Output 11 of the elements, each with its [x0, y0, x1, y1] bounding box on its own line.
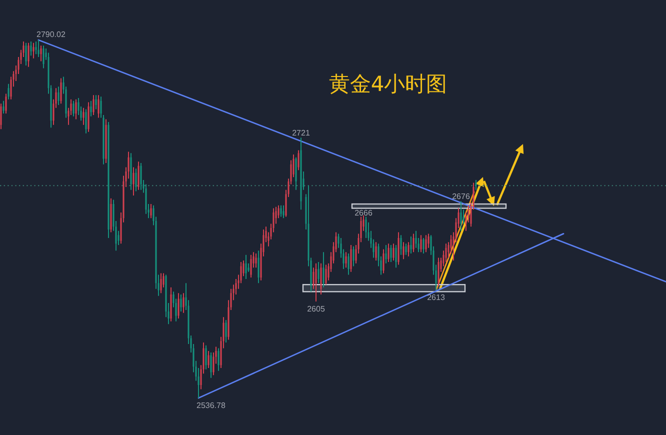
candlestick: [32, 42, 34, 58]
annotation: 2605: [307, 304, 326, 314]
candlestick: [410, 236, 412, 254]
annotation: 2790.02: [36, 30, 66, 39]
candlestick: [35, 41, 37, 54]
title: 黄金4小时图: [328, 72, 448, 96]
annotation: 2666: [354, 208, 373, 218]
annotation: 2721: [292, 128, 310, 138]
annotation: 2676: [452, 192, 470, 202]
annotation: 2613: [427, 293, 446, 302]
annotation: 2536.78: [196, 401, 226, 410]
